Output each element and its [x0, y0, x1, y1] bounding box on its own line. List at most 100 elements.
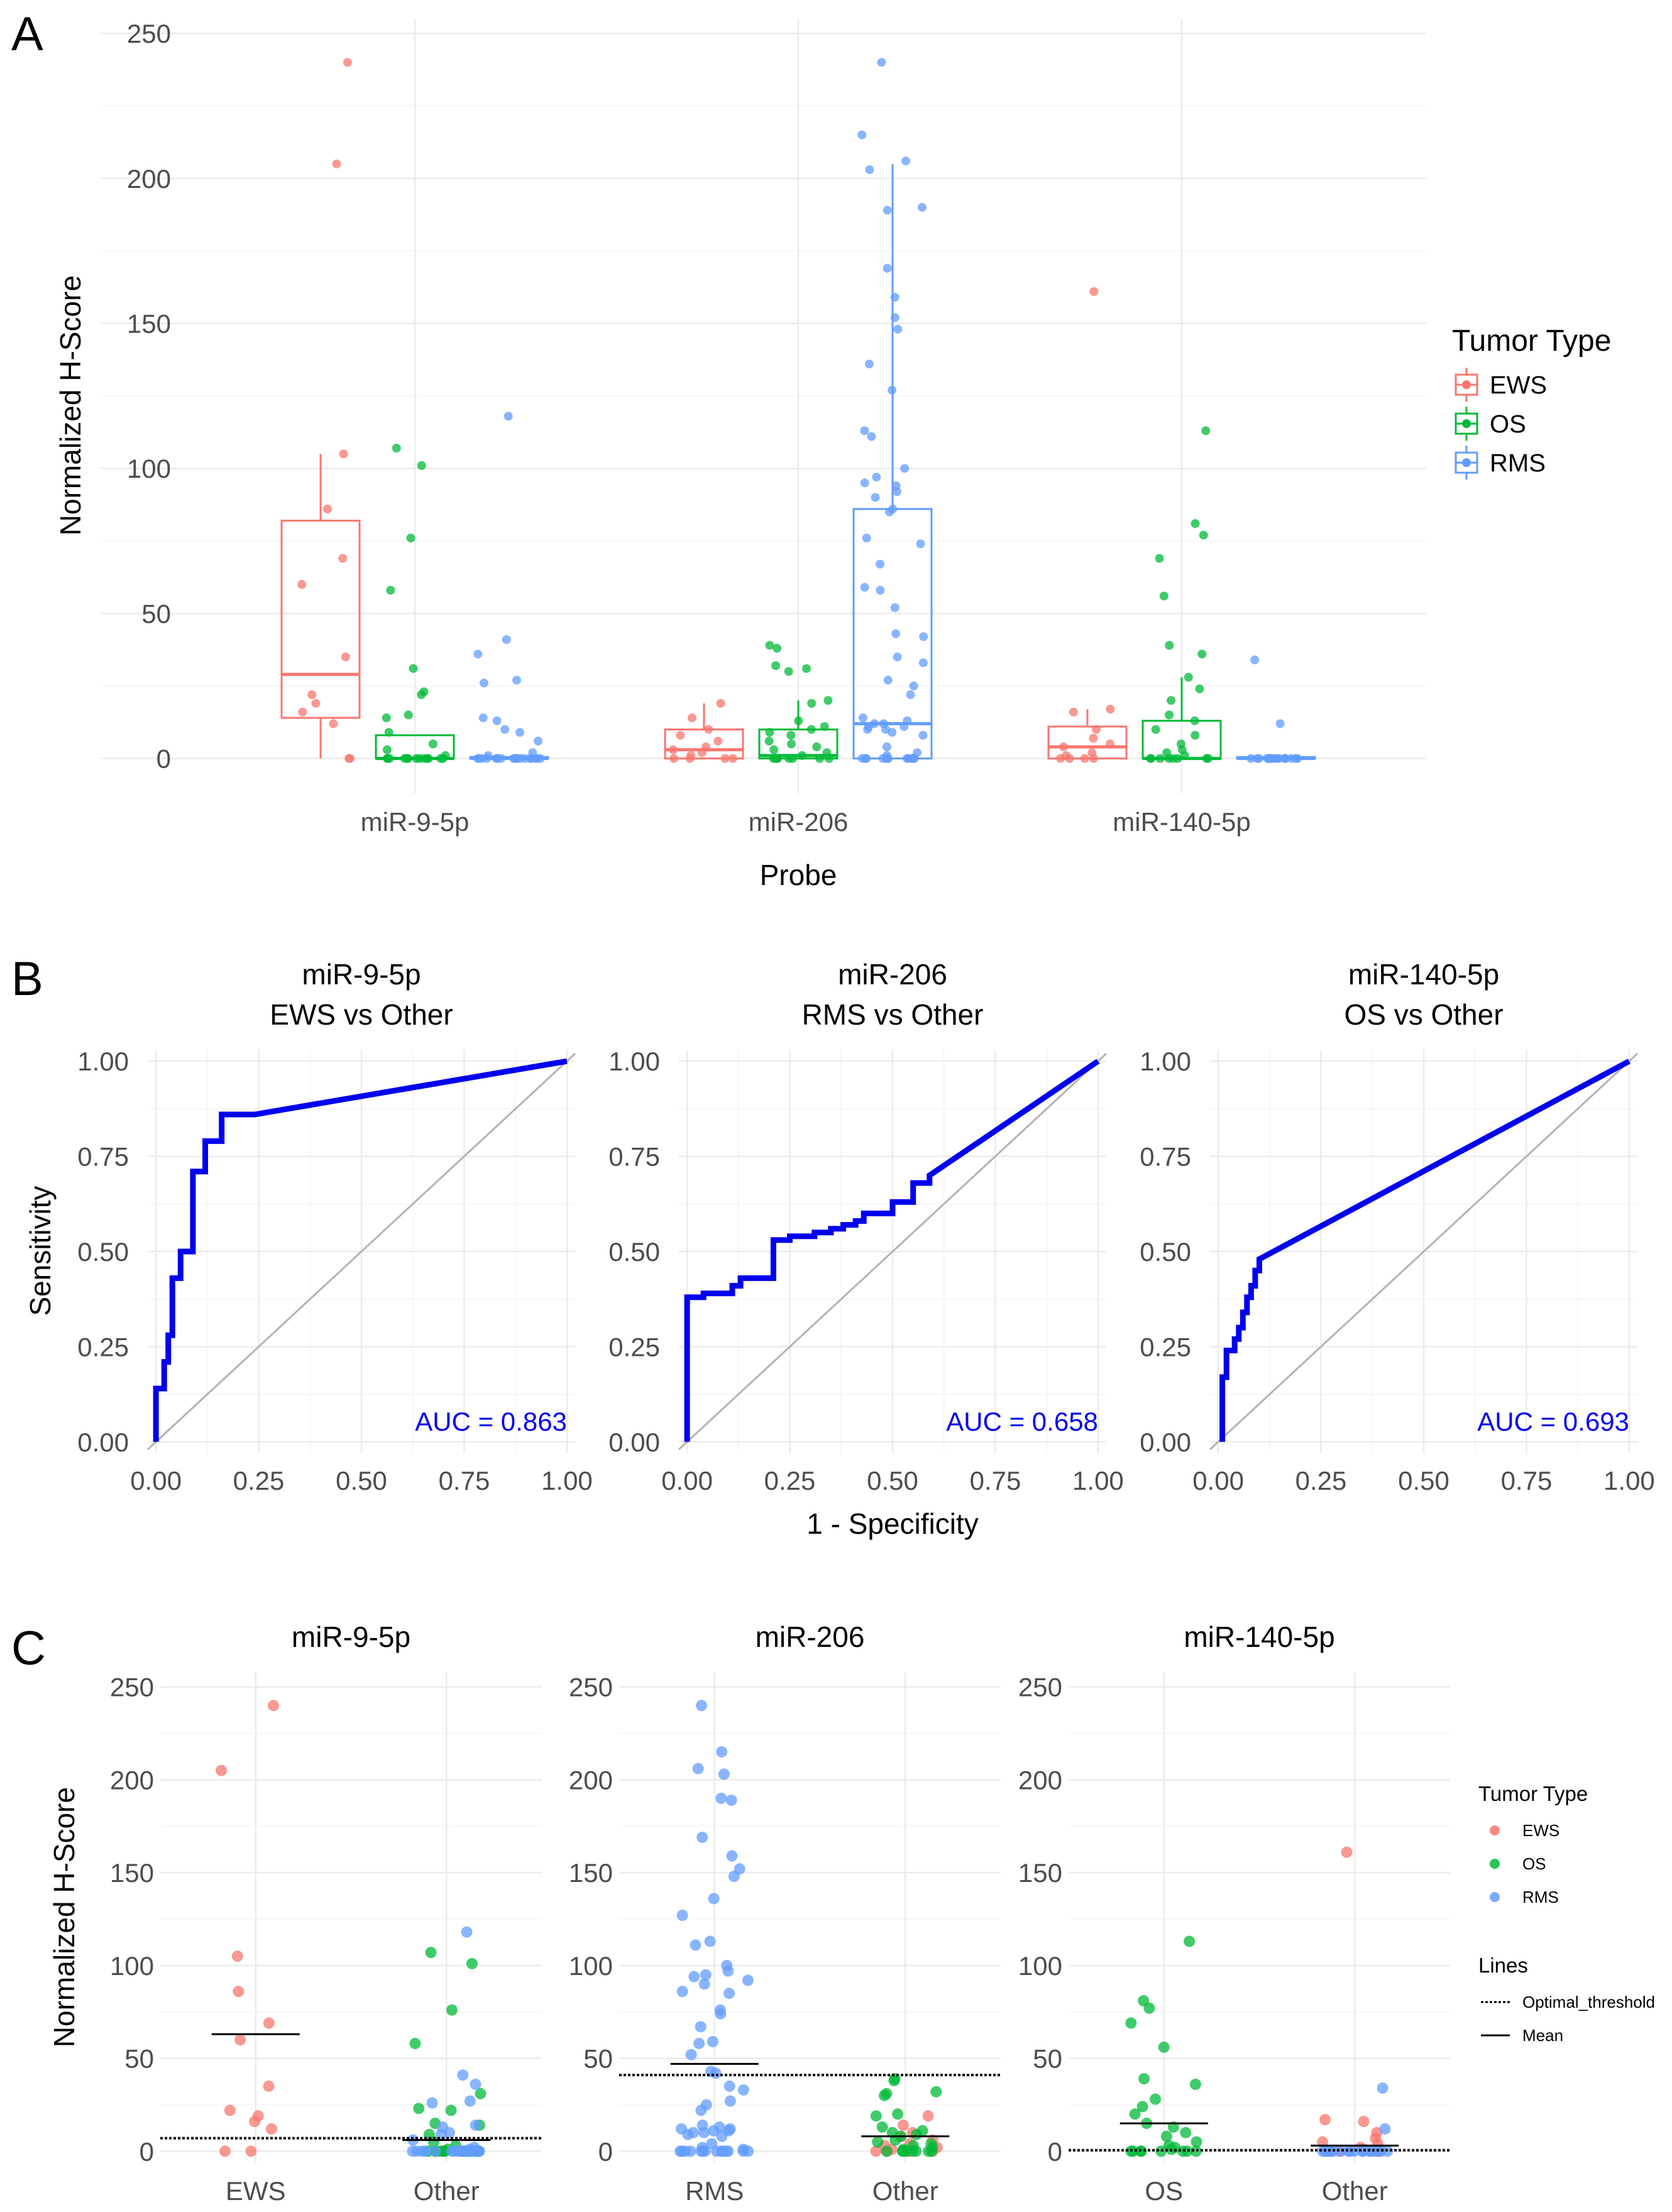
data-point-OS [1150, 2093, 1162, 2105]
data-point-RMS [693, 2037, 705, 2049]
data-point-RMS [888, 728, 897, 737]
data-point-OS [1138, 2073, 1150, 2085]
data-point-EWS [922, 2110, 934, 2122]
legend-panel-c: Tumor Type EWS OS RMS Lines Optimal_threshold… [1478, 1782, 1655, 2045]
legend-panel-a: Tumor Type EWS OS RMS [1452, 324, 1611, 480]
data-point-RMS [500, 725, 510, 734]
scatter-facet-1: 0 50 100 150 200 250 RMS Other miR-206 [569, 1620, 1001, 2206]
data-point-RMS [470, 2119, 481, 2131]
data-point-OS [876, 2121, 888, 2133]
data-point-OS [412, 754, 421, 763]
data-point-OS [1181, 2145, 1193, 2157]
data-point-EWS [1065, 754, 1074, 763]
data-point-RMS [1250, 655, 1260, 664]
data-point-RMS [883, 676, 893, 685]
data-point-RMS [695, 2105, 707, 2116]
data-point-OS [815, 754, 825, 763]
x-tick-label: OS [1145, 2176, 1183, 2206]
data-point-RMS [688, 1971, 700, 1983]
scatter-facet-2: 0 50 100 150 200 250 OS Other miR-140-5p [1018, 1620, 1450, 2206]
data-point-EWS [1080, 754, 1089, 763]
roc-curve [153, 1058, 568, 1442]
data-point-RMS [715, 1792, 727, 1804]
y-tick-label: 0.00 [1140, 1428, 1191, 1457]
data-point-RMS [883, 206, 892, 215]
x-tick-label: miR-206 [749, 807, 849, 837]
data-point-OS [765, 641, 774, 650]
data-point-RMS [473, 649, 483, 659]
data-point-RMS [708, 1893, 720, 1905]
x-tick-label: 1.00 [1603, 1466, 1655, 1495]
data-point-RMS [877, 58, 886, 67]
data-point-EWS [233, 1986, 245, 1998]
legend-title: Tumor Type [1452, 324, 1611, 358]
data-point-EWS [685, 754, 695, 763]
data-point-RMS [901, 157, 910, 166]
data-point-RMS [676, 1986, 688, 1998]
data-point-EWS [669, 754, 678, 763]
data-point-RMS [722, 1965, 734, 1977]
data-point-OS [879, 2089, 891, 2101]
panel-a: A 0 50 100 150 200 250 miR-9-5p miR-206 miR-140-5… [11, 8, 1611, 891]
data-point-OS [409, 664, 418, 673]
data-point-OS [806, 725, 816, 734]
data-point-EWS [687, 713, 696, 723]
x-tick-label: EWS [226, 2176, 286, 2206]
data-point-RMS [465, 2145, 476, 2157]
data-point-RMS [696, 1831, 708, 1843]
data-point-OS [1197, 649, 1207, 659]
data-point-RMS [737, 2084, 749, 2096]
y-tick-label: 150 [569, 1858, 613, 1888]
y-tick-label: 0.25 [608, 1332, 660, 1362]
data-point-OS [425, 1947, 437, 1959]
data-point-EWS [1069, 707, 1078, 717]
data-point-OS [409, 2037, 421, 2049]
data-point-EWS [219, 2145, 231, 2157]
facet-title-line2: OS vs Other [1344, 998, 1503, 1031]
data-point-RMS [453, 2145, 465, 2157]
y-tick-label: 200 [127, 164, 171, 194]
legend-key-point [1462, 419, 1471, 428]
data-point-EWS [267, 1700, 279, 1712]
data-point-RMS [893, 487, 902, 497]
y-tick-label: 0 [598, 2137, 613, 2166]
y-tick-label: 100 [1018, 1951, 1062, 1981]
x-tick-label: RMS [685, 2176, 744, 2206]
data-point-EWS [263, 2017, 275, 2029]
data-point-RMS [893, 324, 903, 334]
data-point-EWS [339, 449, 348, 459]
data-point-OS [413, 2103, 425, 2115]
data-point-RMS [919, 632, 928, 641]
data-point-RMS [909, 681, 918, 691]
data-point-OS [888, 2075, 900, 2086]
data-point-RMS [416, 2145, 428, 2157]
data-point-EWS [307, 690, 317, 700]
data-point-OS [1165, 710, 1174, 720]
facet-title-line1: miR-206 [838, 958, 947, 991]
data-point-OS [1189, 2078, 1201, 2090]
y-tick-label: 1.00 [608, 1047, 660, 1076]
data-point-RMS [891, 629, 901, 639]
data-point-OS [881, 2145, 893, 2157]
data-point-OS [1184, 1935, 1196, 1947]
auc-label: AUC = 0.658 [946, 1407, 1098, 1436]
y-tick-label: 150 [110, 1858, 154, 1888]
data-point-RMS [716, 2130, 728, 2142]
y-axis-title: Normalized H-Score [48, 1787, 80, 2047]
data-point-OS [1143, 2002, 1155, 2014]
facet-title: miR-140-5p [1184, 1620, 1334, 1653]
data-point-RMS [479, 678, 488, 688]
data-point-OS [784, 667, 793, 676]
data-point-OS [911, 2128, 923, 2140]
data-point-OS [765, 728, 774, 737]
data-point-RMS [516, 754, 525, 763]
facet-title-line2: EWS vs Other [270, 998, 453, 1031]
data-point-EWS [1319, 2114, 1331, 2126]
data-point-RMS [698, 1978, 710, 1990]
x-tick-label: miR-140-5p [1113, 807, 1250, 837]
data-point-EWS [263, 2080, 275, 2092]
data-point-RMS [883, 263, 892, 273]
data-point-RMS [1335, 2145, 1347, 2157]
data-point-RMS [710, 2067, 722, 2079]
y-axis-title: Normalized H-Score [54, 275, 87, 536]
